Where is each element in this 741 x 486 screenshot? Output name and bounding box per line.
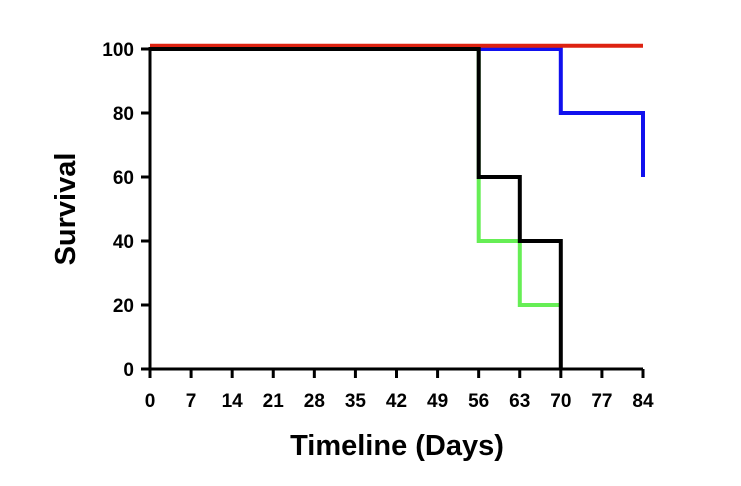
y-tick-label: 60 [113, 168, 134, 189]
y-tick-label: 0 [123, 360, 134, 381]
x-ticks: 0 7 14 21 28 35 42 49 56 63 70 77 84 [145, 369, 654, 412]
x-tick-label: 84 [632, 391, 654, 412]
series-layer [150, 43, 645, 369]
y-tick-label: 80 [113, 104, 134, 125]
axis-lines [148, 47, 643, 371]
y-tick-label: 100 [102, 40, 134, 61]
y-axis-title: Survival [50, 153, 82, 266]
x-tick-label: 56 [468, 391, 489, 412]
x-tick-label: 0 [145, 391, 156, 412]
x-axis-title: Timeline (Days) [290, 430, 504, 462]
x-tick-label: 35 [345, 391, 367, 412]
x-tick-label: 70 [550, 391, 571, 412]
x-tick-label: 77 [591, 391, 612, 412]
y-ticks: 0 20 40 60 80 100 [102, 40, 150, 381]
x-tick-label: 21 [263, 391, 285, 412]
x-tick-label: 28 [304, 391, 325, 412]
series-line-black [150, 47, 563, 369]
axes-layer [148, 47, 643, 371]
x-tick-label: 42 [386, 391, 407, 412]
y-tick-label: 40 [113, 232, 134, 253]
x-tick-label: 63 [509, 391, 530, 412]
x-tick-label: 7 [186, 391, 197, 412]
x-tick-label: 14 [222, 391, 244, 412]
series-line-blue [150, 47, 645, 177]
x-tick-label: 49 [427, 391, 448, 412]
y-tick-label: 20 [113, 296, 134, 317]
